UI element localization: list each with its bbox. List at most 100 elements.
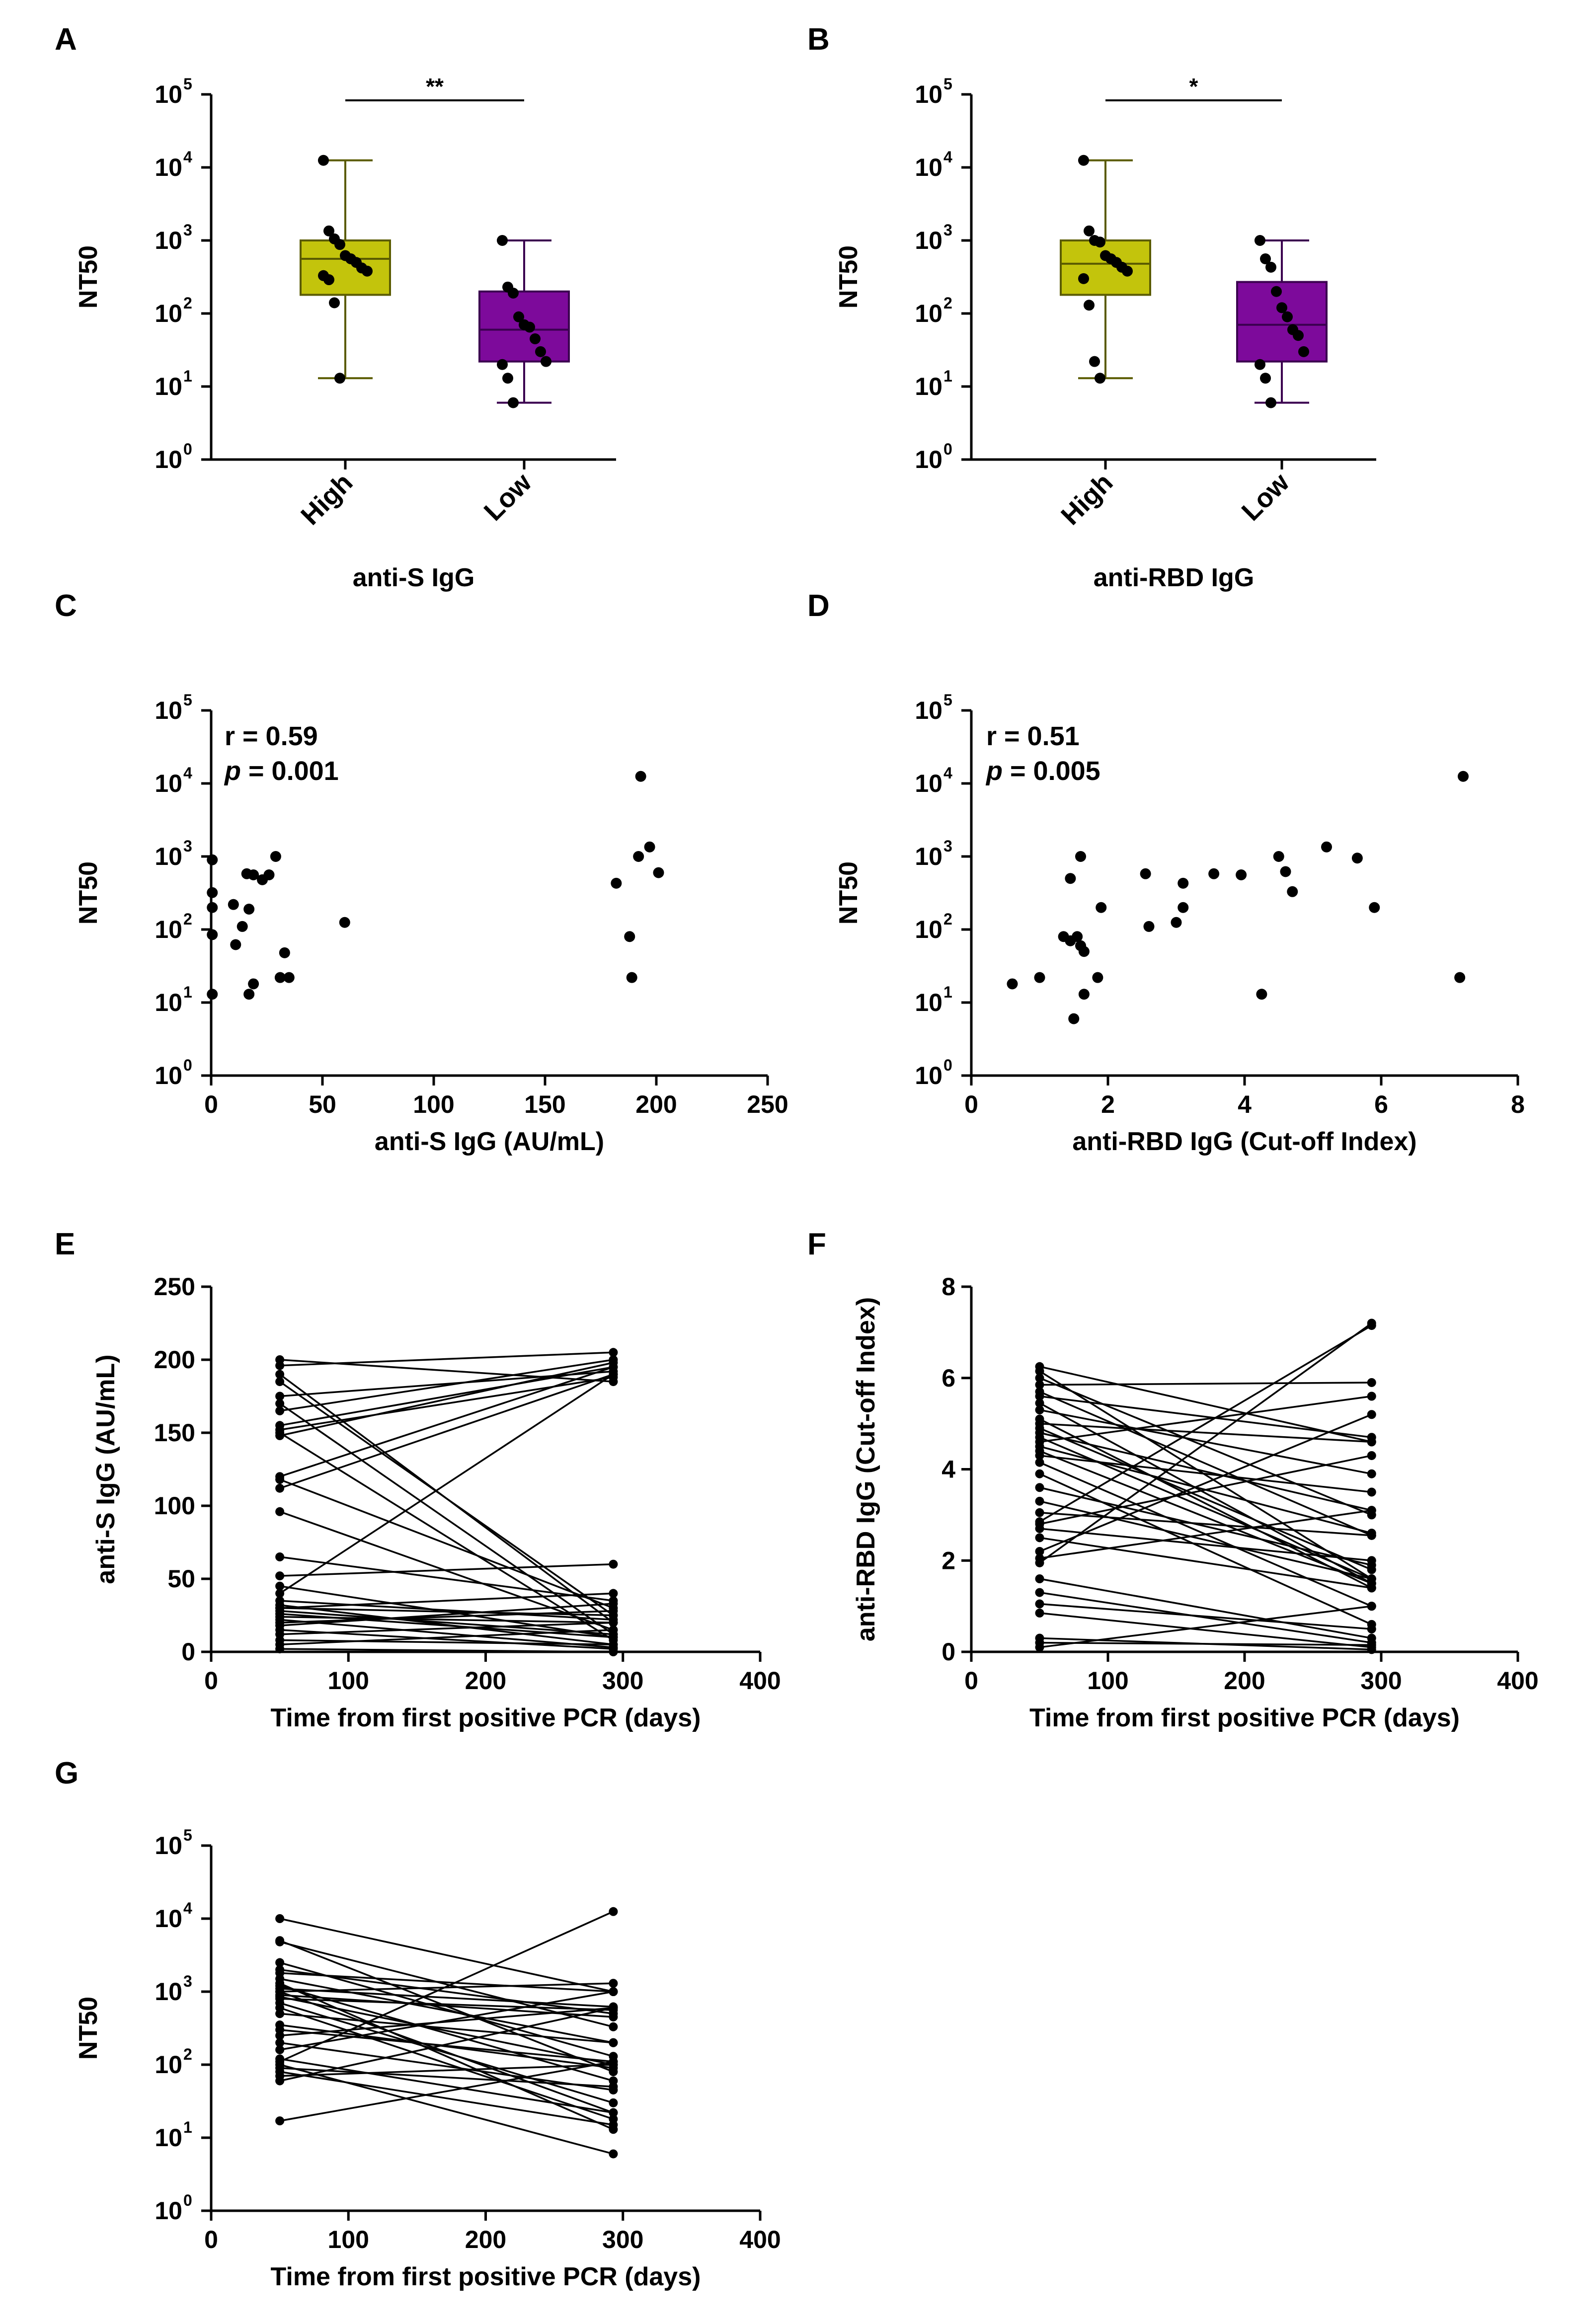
x-tick-label: 100	[328, 2226, 369, 2253]
x-tick-label: 100	[413, 1090, 454, 1118]
series-line	[1039, 1605, 1372, 1648]
data-point	[1084, 225, 1095, 236]
series-line	[1039, 1402, 1372, 1584]
series-line	[280, 1972, 614, 1993]
series-line	[1039, 1537, 1372, 1589]
y-tick-label: 10	[915, 697, 942, 724]
data-point	[1178, 877, 1189, 889]
series-line	[280, 1639, 614, 1646]
data-point	[609, 1599, 618, 1608]
y-axis-label: anti-S IgG (AU/mL)	[91, 1354, 120, 1584]
x-tick-label: 2	[1101, 1090, 1115, 1118]
data-point	[275, 1507, 285, 1516]
y-tick-label: 10	[915, 843, 942, 870]
series-line	[1039, 1324, 1372, 1523]
x-tick-label: 8	[1511, 1090, 1525, 1118]
data-point	[1265, 261, 1276, 273]
data-point	[609, 1362, 618, 1372]
series-line	[1039, 1528, 1372, 1561]
panel-letter: F	[807, 1227, 826, 1261]
x-tick-label: 0	[204, 1667, 218, 1695]
series-line	[280, 1607, 614, 1617]
y-tick-exponent: 5	[183, 1826, 192, 1844]
data-point	[263, 869, 275, 881]
series-line	[280, 1998, 614, 2011]
y-tick-label: 10	[915, 770, 942, 797]
x-axis-label: Time from first positive PCR (days)	[271, 1704, 701, 1732]
data-point	[318, 155, 329, 166]
data-point	[1140, 868, 1151, 879]
x-axis-label: anti-S IgG	[353, 563, 475, 592]
correlation-p: p = 0.001	[224, 756, 339, 786]
data-point	[497, 359, 508, 370]
y-tick-exponent: 1	[183, 983, 192, 1001]
data-point	[635, 771, 646, 782]
data-point	[609, 1625, 618, 1634]
series-line	[280, 1622, 614, 1635]
series-line	[279, 2071, 614, 2126]
data-point	[275, 2045, 285, 2054]
data-point	[609, 2003, 618, 2013]
significance-label: *	[1189, 74, 1198, 99]
y-tick-exponent: 3	[183, 837, 192, 855]
y-tick-label: 10	[155, 1905, 182, 1933]
data-point	[1035, 1405, 1044, 1415]
data-point	[609, 1640, 618, 1649]
x-tick-label: 150	[524, 1090, 565, 1118]
series-line	[1039, 1322, 1372, 1564]
series-line	[279, 1373, 614, 1489]
series-line	[279, 1362, 614, 1437]
series-line	[279, 1359, 614, 1412]
data-point	[1367, 1378, 1376, 1387]
data-point	[207, 929, 218, 940]
panel-letter: B	[807, 22, 830, 57]
box-high	[1060, 155, 1151, 384]
y-tick-label: 10	[155, 2197, 182, 2225]
x-tick-label: 300	[602, 2226, 643, 2253]
x-category-label: Low	[478, 467, 538, 526]
series-line	[1039, 1473, 1372, 1626]
y-tick-label: 10	[915, 989, 942, 1016]
data-point	[228, 899, 239, 910]
data-point	[624, 931, 635, 942]
series-line	[1039, 1366, 1372, 1443]
y-tick-exponent: 4	[943, 148, 952, 166]
data-point	[1369, 902, 1380, 913]
data-point	[275, 1406, 285, 1415]
y-axis-label: NT50	[74, 1997, 103, 2060]
data-point	[1035, 1373, 1044, 1383]
data-point	[1078, 989, 1090, 1000]
series-line	[280, 1616, 614, 1624]
data-point	[609, 1979, 618, 1988]
x-tick-label: 400	[739, 2226, 781, 2253]
data-point	[1034, 972, 1045, 983]
series-line	[279, 2042, 614, 2091]
data-point	[339, 917, 350, 928]
x-axis-label: anti-RBD IgG	[1094, 563, 1255, 592]
series-line	[279, 1402, 614, 1635]
data-point	[609, 2120, 618, 2130]
data-point	[1035, 1642, 1044, 1652]
series-line	[1039, 1391, 1372, 1537]
y-tick-label: 100	[154, 1492, 195, 1520]
y-tick-exponent: 1	[183, 367, 192, 385]
data-point	[275, 2031, 285, 2040]
series-line	[1039, 1509, 1372, 1559]
x-tick-label: 300	[1360, 1667, 1402, 1695]
series-line	[280, 1648, 614, 1653]
data-point	[609, 2022, 618, 2031]
data-point	[275, 1640, 285, 1649]
data-point	[1321, 841, 1332, 852]
data-point	[609, 2098, 618, 2107]
box-low	[478, 235, 570, 408]
data-point	[1178, 902, 1189, 913]
y-tick-exponent: 2	[183, 294, 192, 312]
x-axis-label: Time from first positive PCR (days)	[1029, 1704, 1460, 1732]
y-tick-label: 0	[181, 1638, 195, 1666]
data-point	[275, 1475, 285, 1484]
y-tick-label: 10	[155, 227, 182, 254]
data-point	[653, 867, 664, 878]
series-line	[1039, 1377, 1372, 1516]
series-line	[1039, 1450, 1372, 1584]
series-line	[1039, 1500, 1372, 1580]
